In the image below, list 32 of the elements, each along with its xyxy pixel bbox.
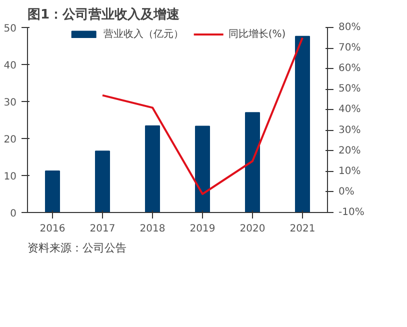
y2-tick-label: 30% bbox=[338, 124, 361, 136]
y-tick-label: 40 bbox=[4, 60, 17, 72]
y2-tick-label: 60% bbox=[338, 63, 361, 74]
bar bbox=[145, 125, 160, 212]
bar bbox=[245, 112, 260, 212]
bar bbox=[295, 36, 310, 212]
legend-label: 同比增长(%) bbox=[228, 28, 286, 41]
x-tick-label: 2017 bbox=[90, 224, 116, 234]
y-tick-label: 20 bbox=[4, 134, 17, 146]
x-tick-label: 2018 bbox=[140, 224, 166, 234]
bar bbox=[45, 170, 60, 212]
x-tick-label: 2020 bbox=[240, 224, 266, 234]
x-tick-label: 2019 bbox=[190, 224, 216, 234]
x-tick-label: 2016 bbox=[40, 224, 66, 234]
y2-tick-label: -10% bbox=[338, 207, 364, 218]
y2-tick-label: 40% bbox=[338, 104, 361, 116]
x-tick-label: 2021 bbox=[290, 224, 316, 234]
y2-tick-label: 0% bbox=[338, 186, 354, 198]
y2-tick-label: 50% bbox=[338, 84, 361, 95]
y-tick-label: 10 bbox=[4, 172, 17, 182]
y-tick-label: 0 bbox=[10, 208, 17, 220]
y2-tick-label: 80% bbox=[338, 22, 361, 33]
y2-tick-label: 20% bbox=[338, 145, 361, 156]
text: 资料来源：公司公告 bbox=[28, 242, 126, 254]
y-tick-label: 50 bbox=[4, 24, 17, 34]
bar bbox=[95, 150, 110, 212]
bar bbox=[195, 126, 210, 212]
y-tick-label: 30 bbox=[4, 98, 17, 108]
chart-title: 图1：公司营业收入及增速 bbox=[28, 6, 181, 22]
y2-tick-label: 10% bbox=[338, 166, 361, 177]
legend-label: 营业收入（亿元） bbox=[103, 28, 184, 41]
y2-tick-label: 70% bbox=[338, 42, 361, 54]
